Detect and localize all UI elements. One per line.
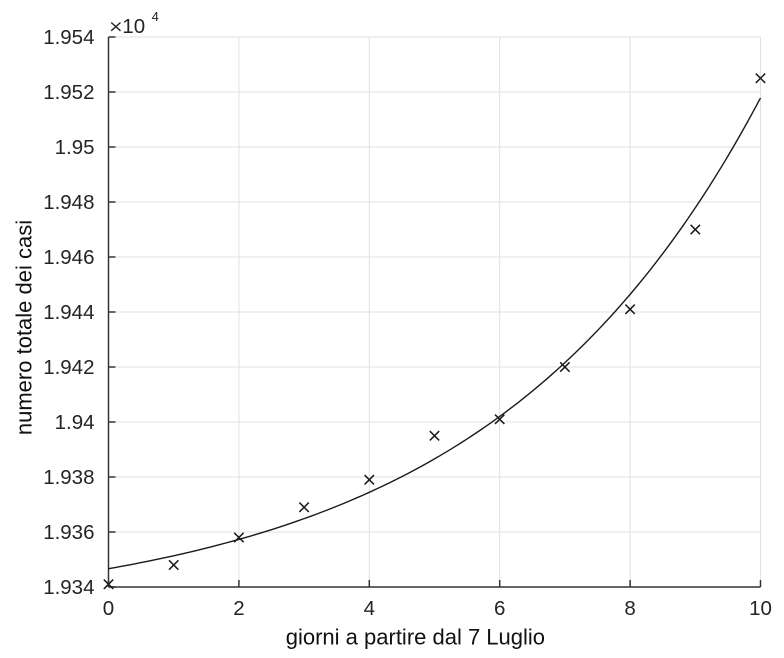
svg-text:1.942: 1.942 [43, 356, 94, 379]
svg-text:1.954: 1.954 [43, 26, 94, 49]
svg-text:1.946: 1.946 [43, 246, 94, 269]
svg-text:1.94: 1.94 [55, 411, 95, 434]
svg-text:1.938: 1.938 [43, 466, 94, 489]
svg-text:1.95: 1.95 [55, 136, 95, 159]
svg-text:1.948: 1.948 [43, 191, 94, 214]
svg-text:numero totale dei casi: numero totale dei casi [11, 220, 36, 435]
svg-text:10: 10 [749, 597, 772, 620]
svg-text:giorni a partire dal 7 Luglio: giorni a partire dal 7 Luglio [286, 625, 545, 650]
svg-text:6: 6 [494, 597, 505, 620]
svg-text:0: 0 [103, 597, 114, 620]
svg-text:1.934: 1.934 [43, 576, 94, 599]
svg-text:1.936: 1.936 [43, 521, 94, 544]
svg-text:1.944: 1.944 [43, 301, 94, 324]
svg-text:1.952: 1.952 [43, 81, 94, 104]
svg-text:4: 4 [364, 597, 375, 620]
svg-text:8: 8 [624, 597, 635, 620]
svg-text:2: 2 [233, 597, 244, 620]
